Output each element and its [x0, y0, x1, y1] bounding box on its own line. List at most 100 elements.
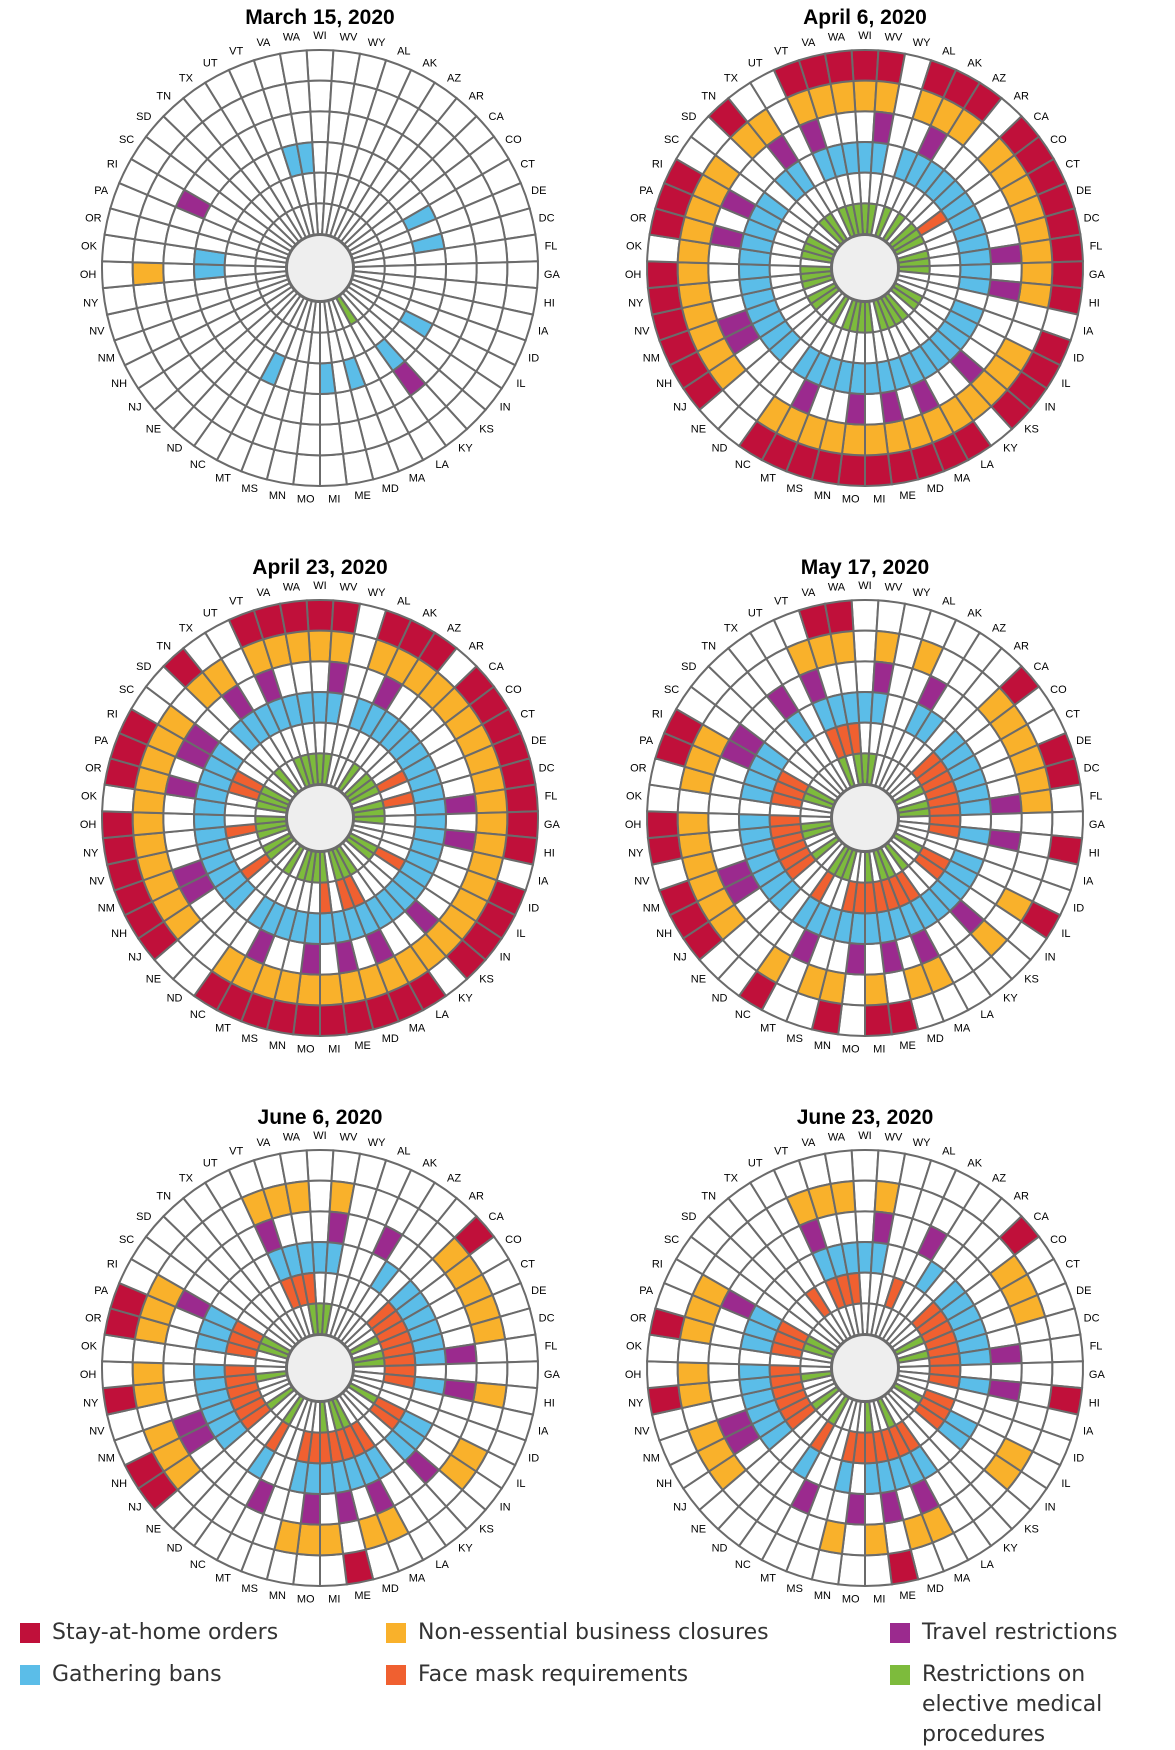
state-label: IA: [1083, 1425, 1094, 1437]
policy-cell: [1050, 810, 1085, 840]
policy-cell: [864, 422, 890, 457]
state-label: RI: [652, 1258, 663, 1270]
policy-cell: [505, 260, 540, 290]
state-label: HI: [544, 847, 555, 859]
state-label: ND: [167, 1543, 183, 1555]
state-label: VA: [801, 37, 816, 49]
state-label: IA: [1083, 875, 1094, 887]
state-label: IL: [1061, 1478, 1070, 1490]
policy-cell: [309, 660, 331, 694]
state-label: AR: [469, 90, 484, 102]
legend-item: Travel restrictions: [890, 1618, 1170, 1648]
policy-cell: [443, 792, 478, 816]
chart-title: March 15, 2020: [245, 6, 394, 29]
state-label: TX: [724, 1173, 739, 1185]
state-label: TN: [701, 1190, 716, 1202]
state-label: TN: [701, 640, 716, 652]
state-label: FL: [1090, 240, 1103, 252]
legend-label: Non-essential business closures: [418, 1620, 769, 1645]
state-label: KS: [1024, 423, 1039, 435]
state-label: NC: [735, 1559, 751, 1571]
state-label: MS: [786, 483, 803, 495]
state-label: AK: [422, 608, 437, 620]
state-label: NM: [643, 902, 660, 914]
state-label: NH: [656, 928, 672, 940]
legend-item: Restrictions on elective medical procedu…: [890, 1660, 1170, 1750]
policy-cell: [646, 1360, 680, 1390]
state-label: CT: [1065, 708, 1080, 720]
state-label: SC: [119, 684, 134, 696]
state-label: IL: [516, 1478, 525, 1490]
state-label: AL: [397, 46, 410, 58]
state-label: NY: [628, 1397, 644, 1409]
state-label: CO: [1050, 684, 1067, 696]
state-label: CT: [520, 1258, 535, 1270]
state-label: NJ: [128, 402, 141, 414]
policy-cell: [474, 261, 509, 287]
state-label: ID: [528, 902, 539, 914]
state-label: WA: [283, 582, 301, 594]
state-label: RI: [107, 1258, 118, 1270]
state-label: MD: [382, 483, 399, 495]
state-label: IN: [500, 952, 511, 964]
state-label: NH: [111, 378, 127, 390]
state-label: NE: [146, 423, 161, 435]
state-label: WI: [858, 580, 871, 592]
policy-cell: [305, 49, 335, 83]
state-label: MS: [241, 1583, 258, 1595]
state-label: OK: [81, 240, 98, 252]
state-label: OH: [625, 1369, 642, 1381]
policy-cell: [1018, 238, 1054, 265]
policy-cell: [101, 1360, 135, 1390]
state-label: NJ: [128, 1502, 141, 1514]
chart-title: May 17, 2020: [801, 556, 929, 579]
state-label: NC: [190, 1009, 206, 1021]
state-label: MT: [215, 1023, 231, 1035]
legend-label: Travel restrictions: [922, 1620, 1118, 1645]
state-label: IN: [1045, 1502, 1056, 1514]
policy-cell: [305, 598, 335, 633]
policy-cell: [1048, 783, 1084, 814]
state-label: VT: [229, 46, 243, 58]
state-label: TX: [724, 73, 739, 85]
state-label: CT: [520, 158, 535, 170]
state-label: MO: [297, 1043, 315, 1055]
state-label: ME: [354, 1040, 371, 1052]
state-label: VA: [256, 37, 271, 49]
state-label: UT: [203, 1158, 218, 1170]
policy-cell: [319, 972, 345, 1007]
policy-cell: [854, 1210, 876, 1244]
policy-cell: [864, 1491, 886, 1526]
state-label: AL: [397, 1146, 410, 1158]
state-label: DE: [1076, 185, 1091, 197]
state-label: PA: [94, 735, 109, 747]
state-label: WY: [368, 1137, 386, 1149]
policy-cell: [864, 941, 886, 976]
state-label: AK: [967, 58, 982, 70]
state-label: NY: [83, 847, 99, 859]
policy-cell: [1019, 261, 1054, 287]
policy-cell: [823, 599, 855, 636]
state-label: CO: [505, 684, 522, 696]
state-label: IL: [516, 378, 525, 390]
state-label: TN: [156, 90, 171, 102]
policy-cell: [988, 792, 1023, 816]
state-label: ID: [1073, 352, 1084, 364]
chart-title: June 6, 2020: [258, 1106, 383, 1129]
state-label: WA: [828, 1132, 846, 1144]
state-label: ND: [712, 993, 728, 1005]
state-label: NJ: [673, 402, 686, 414]
policy-cell: [823, 1149, 855, 1186]
state-label: CO: [1050, 134, 1067, 146]
state-label: KS: [479, 423, 494, 435]
state-label: ND: [167, 443, 183, 455]
state-label: PA: [639, 735, 654, 747]
state-label: AL: [942, 596, 955, 608]
center-hole: [831, 1334, 899, 1402]
legend-label: Gathering bans: [52, 1662, 222, 1687]
state-label: OK: [626, 240, 643, 252]
state-label: IL: [516, 928, 525, 940]
